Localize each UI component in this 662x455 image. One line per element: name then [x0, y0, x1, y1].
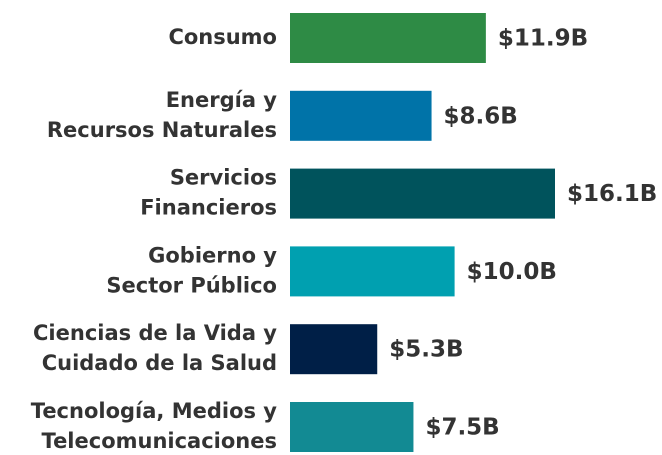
category-label: Sector Público	[106, 273, 277, 297]
value-label: $16.1B	[567, 181, 657, 207]
category-label: Ciencias de la Vida y	[33, 321, 277, 345]
value-label: $10.0B	[467, 259, 557, 285]
category-label: Gobierno y	[148, 243, 277, 267]
value-label: $11.9B	[498, 26, 588, 52]
category-label: Consumo	[168, 25, 277, 49]
bar	[290, 246, 455, 297]
category-label: Telecomunicaciones	[42, 429, 277, 453]
bar	[290, 90, 432, 141]
value-label: $5.3B	[389, 337, 463, 363]
value-label: $7.5B	[425, 415, 499, 441]
bar	[290, 402, 414, 452]
category-label: Financieros	[140, 196, 277, 220]
category-label: Cuidado de la Salud	[42, 351, 277, 375]
category-label: Tecnología, Medios y	[31, 399, 278, 423]
bar	[290, 13, 486, 63]
bar	[290, 324, 378, 375]
category-label: Energía y	[166, 88, 278, 112]
bar	[290, 168, 555, 219]
value-label: $8.6B	[444, 103, 518, 129]
category-label: Recursos Naturales	[47, 118, 277, 142]
category-label: Servicios	[170, 166, 277, 190]
